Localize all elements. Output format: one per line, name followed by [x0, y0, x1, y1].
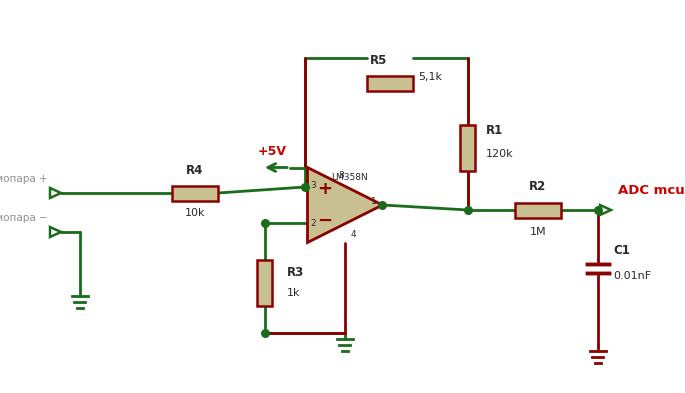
Text: 4: 4: [350, 230, 356, 239]
Polygon shape: [308, 167, 382, 242]
Text: 1k: 1k: [287, 288, 301, 298]
Text: Термопара −: Термопара −: [0, 213, 48, 223]
Bar: [515, 202, 561, 217]
Text: 5,1k: 5,1k: [418, 72, 442, 82]
Text: 3: 3: [310, 182, 316, 191]
Bar: [460, 125, 475, 171]
Text: ADC mcu: ADC mcu: [618, 184, 685, 196]
Text: 120k: 120k: [486, 149, 514, 159]
Text: +: +: [318, 180, 332, 198]
Text: +5V: +5V: [258, 145, 286, 158]
Text: R2: R2: [530, 180, 547, 193]
Text: 0.01nF: 0.01nF: [613, 271, 651, 281]
Text: Термопара +: Термопара +: [0, 174, 48, 184]
Text: C1: C1: [613, 244, 630, 257]
Text: −: −: [317, 212, 332, 230]
Text: R1: R1: [486, 123, 503, 136]
Bar: [367, 75, 413, 90]
Text: R5: R5: [370, 55, 387, 68]
Text: R4: R4: [186, 163, 203, 176]
Text: R3: R3: [287, 266, 304, 279]
Bar: [172, 185, 218, 200]
Text: 1M: 1M: [530, 227, 547, 237]
Bar: [258, 260, 273, 306]
Text: 8: 8: [338, 171, 344, 180]
Text: 10k: 10k: [185, 208, 206, 218]
Text: 2: 2: [311, 220, 316, 228]
Text: 1: 1: [371, 196, 376, 206]
Text: LM358N: LM358N: [332, 173, 369, 182]
